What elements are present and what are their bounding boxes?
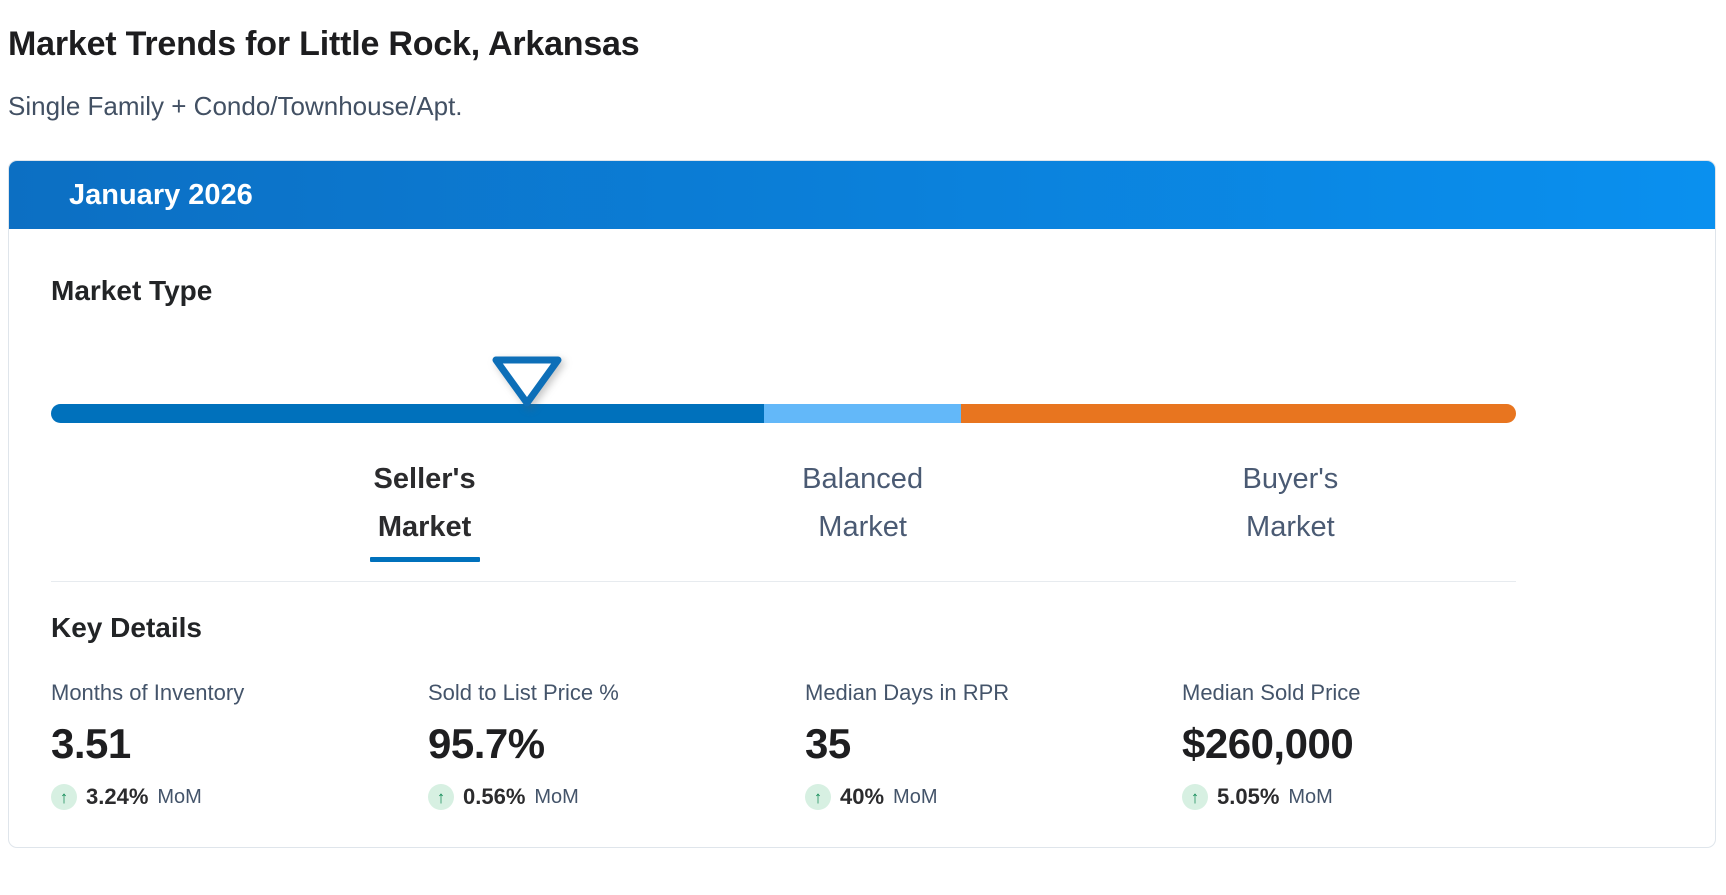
month-label: January 2026 bbox=[69, 178, 253, 211]
section-divider bbox=[51, 581, 1516, 582]
market-type-labels: Seller's Market Balanced Market Buyer's … bbox=[51, 423, 1516, 563]
up-arrow-icon: ↑ bbox=[436, 787, 446, 807]
buyers-segment bbox=[960, 404, 1516, 423]
market-type-bar bbox=[51, 404, 1516, 423]
key-details-section: Key Details Months of Inventory 3.51 ↑ 3… bbox=[51, 612, 1516, 810]
metric-change: ↑ 0.56% MoM bbox=[428, 784, 805, 810]
up-arrow-icon: ↑ bbox=[59, 787, 69, 807]
label-sellers-market: Seller's Market bbox=[369, 455, 480, 562]
up-arrow-icon: ↑ bbox=[813, 787, 823, 807]
balanced-segment bbox=[764, 404, 961, 423]
metric-change: ↑ 5.05% MoM bbox=[1182, 784, 1516, 810]
card-body: Market Type Seller's Market bbox=[9, 229, 1715, 810]
metric-median-days-in-rpr: Median Days in RPR 35 ↑ 40% MoM bbox=[805, 680, 1182, 810]
key-details-heading: Key Details bbox=[51, 612, 202, 643]
active-label-underline bbox=[369, 557, 480, 562]
page: Market Trends for Little Rock, Arkansas … bbox=[8, 25, 1716, 848]
up-arrow-badge: ↑ bbox=[805, 784, 831, 810]
market-position-marker-icon bbox=[491, 355, 563, 412]
page-subtitle: Single Family + Condo/Townhouse/Apt. bbox=[8, 91, 463, 121]
triangle-down-icon bbox=[492, 356, 562, 407]
market-type-heading: Market Type bbox=[51, 275, 213, 306]
sellers-segment bbox=[51, 404, 765, 423]
up-arrow-badge: ↑ bbox=[51, 784, 77, 810]
metric-change: ↑ 40% MoM bbox=[805, 784, 1182, 810]
metric-change: ↑ 3.24% MoM bbox=[51, 784, 428, 810]
market-trends-card: January 2026 Market Type Seller's Ma bbox=[8, 160, 1716, 848]
market-type-slider bbox=[51, 356, 1516, 423]
page-title: Market Trends for Little Rock, Arkansas bbox=[8, 25, 640, 63]
label-buyers-market: Buyer's Market bbox=[1242, 463, 1339, 543]
metric-months-of-inventory: Months of Inventory 3.51 ↑ 3.24% MoM bbox=[51, 680, 428, 810]
up-arrow-icon: ↑ bbox=[1190, 787, 1200, 807]
metrics-row: Months of Inventory 3.51 ↑ 3.24% MoM Sol… bbox=[51, 680, 1516, 810]
up-arrow-badge: ↑ bbox=[1182, 784, 1208, 810]
up-arrow-badge: ↑ bbox=[428, 784, 454, 810]
card-header: January 2026 bbox=[9, 161, 1715, 229]
metric-median-sold-price: Median Sold Price $260,000 ↑ 5.05% MoM bbox=[1182, 680, 1516, 810]
metric-sold-to-list-price: Sold to List Price % 95.7% ↑ 0.56% MoM bbox=[428, 680, 805, 810]
label-balanced-market: Balanced Market bbox=[802, 463, 924, 543]
